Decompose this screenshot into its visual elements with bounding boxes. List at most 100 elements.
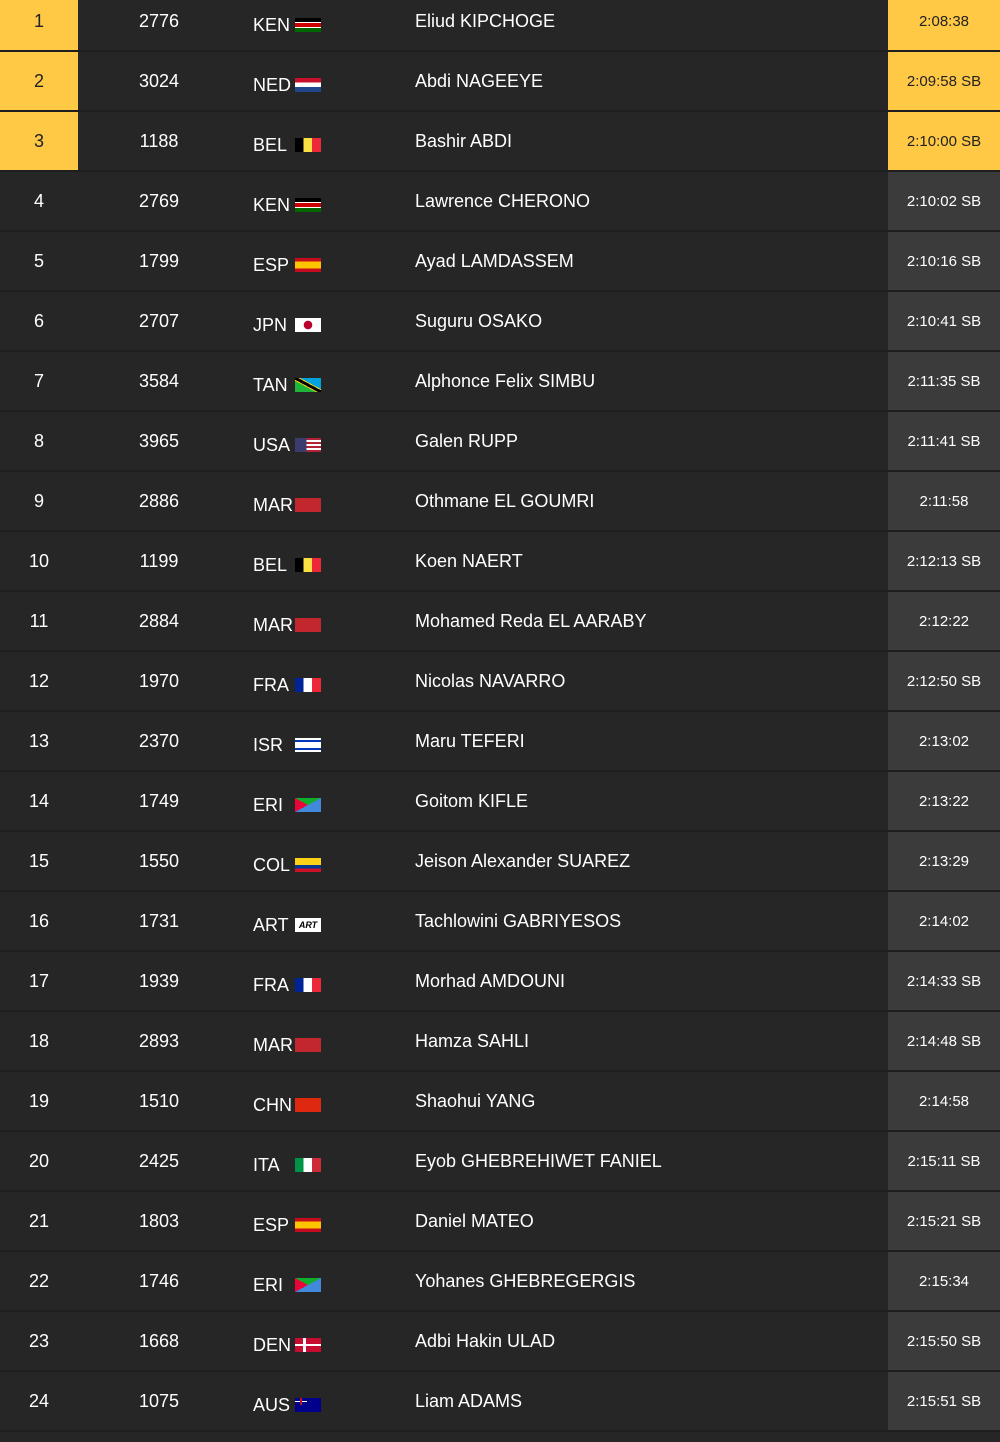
result-time: 2:13:02 [888,712,1000,770]
bib-number: 2425 [138,1150,180,1171]
flag-isr-icon [295,738,321,752]
bib-number: 1970 [138,670,180,691]
result-row[interactable]: 17 1939 FRA Morhad AMDOUNI 2:14:33 SB [0,952,1000,1012]
result-row[interactable]: 19 1510 CHN Shaohui YANG 2:14:58 [0,1072,1000,1132]
flag-chn-icon [295,1098,321,1112]
athlete-name[interactable]: Goitom KIFLE [415,790,529,811]
result-row[interactable]: 24 1075 AUS Liam ADAMS 2:15:51 SB [0,1372,1000,1432]
country-code: FRA [253,674,289,695]
country: NED [253,52,353,114]
athlete-name[interactable]: Adbi Hakin ULAD [415,1330,556,1351]
country: CHN [253,1072,353,1134]
flag-ken-icon [295,18,321,32]
result-row[interactable]: 3 1188 BEL Bashir ABDI 2:10:00 SB [0,112,1000,172]
rank: 22 [28,1270,50,1291]
country-code: ESP [253,254,290,275]
athlete-name[interactable]: Yohanes GHEBREGERGIS [415,1270,636,1291]
athlete-name[interactable]: Morhad AMDOUNI [415,970,566,991]
country-code: DEN [253,1334,292,1355]
result-time: 2:10:00 SB [888,112,1000,170]
country: COL [253,832,353,894]
flag-mar-icon [295,498,321,512]
athlete-name[interactable]: Koen NAERT [415,550,523,571]
result-time: 2:10:02 SB [888,172,1000,230]
result-row[interactable]: 9 2886 MAR Othmane EL GOUMRI 2:11:58 [0,472,1000,532]
country: ERI [253,772,353,834]
result-row[interactable]: 6 2707 JPN Suguru OSAKO 2:10:41 SB [0,292,1000,352]
country: ITA [253,1132,353,1194]
flag-aus-icon [295,1398,321,1412]
result-time: 2:15:34 [888,1252,1000,1310]
result-row[interactable]: 15 1550 COL Jeison Alexander SUAREZ 2:13:29 [0,832,1000,892]
country-code: BEL [253,554,288,575]
result-row[interactable]: 20 2425 ITA Eyob GHEBREHIWET FANIEL 2:15:11 … [0,1132,1000,1192]
athlete-name[interactable]: Nicolas NAVARRO [415,670,566,691]
athlete-name[interactable]: Alphonce Felix SIMBU [415,370,596,391]
result-time: 2:14:33 SB [888,952,1000,1010]
country: FRA [253,952,353,1014]
athlete-name[interactable]: Mohamed Reda EL AARABY [415,610,647,631]
result-row[interactable]: 14 1749 ERI Goitom KIFLE 2:13:22 [0,772,1000,832]
bib-number: 2776 [138,10,180,31]
rank: 4 [33,190,44,211]
flag-bel-icon [295,558,321,572]
rank: 17 [28,970,50,991]
athlete-name[interactable]: Liam ADAMS [415,1390,523,1411]
flag-ita-icon [295,1158,321,1172]
country: BEL [253,532,353,594]
result-row[interactable]: 4 2769 KEN Lawrence CHERONO 2:10:02 SB [0,172,1000,232]
country-code: NED [253,74,292,95]
country: TAN [253,352,353,414]
country-code: ESP [253,1214,290,1235]
result-row[interactable]: 22 1746 ERI Yohanes GHEBREGERGIS 2:15:34 [0,1252,1000,1312]
athlete-name[interactable]: Eyob GHEBREHIWET FANIEL [415,1150,662,1171]
result-row[interactable]: 7 3584 TAN Alphonce Felix SIMBU 2:11:35 SB [0,352,1000,412]
bib-number: 3584 [138,370,180,391]
flag-mar-icon [295,618,321,632]
bib-number: 2893 [138,1030,180,1051]
bib-number: 1731 [138,910,180,931]
bib-number: 1746 [138,1270,180,1291]
bib-number: 1803 [138,1210,180,1231]
athlete-name[interactable]: Lawrence CHERONO [415,190,591,211]
country: USA [253,412,353,474]
result-row[interactable]: 8 3965 USA Galen RUPP 2:11:41 SB [0,412,1000,472]
result-row[interactable]: 23 1668 DEN Adbi Hakin ULAD 2:15:50 SB [0,1312,1000,1372]
athlete-name[interactable]: Abdi NAGEEYE [415,70,544,91]
rank: 7 [33,370,44,391]
athlete-name[interactable]: Tachlowini GABRIYESOS [415,910,622,931]
flag-tan-icon [295,378,321,392]
result-row[interactable]: 5 1799 ESP Ayad LAMDASSEM 2:10:16 SB [0,232,1000,292]
athlete-name[interactable]: Eliud KIPCHOGE [415,10,556,31]
country-code: ISR [253,734,284,755]
result-row[interactable]: 13 2370 ISR Maru TEFERI 2:13:02 [0,712,1000,772]
athlete-name[interactable]: Suguru OSAKO [415,310,543,331]
result-row[interactable]: 11 2884 MAR Mohamed Reda EL AARABY 2:12:22 [0,592,1000,652]
athlete-name[interactable]: Maru TEFERI [415,730,525,751]
bib-number: 2707 [138,310,180,331]
rank: 3 [0,112,78,170]
bib-number: 3965 [138,430,180,451]
country-code: COL [253,854,291,875]
athlete-name[interactable]: Daniel MATEO [415,1210,534,1231]
country: DEN [253,1312,353,1374]
result-row[interactable]: 2 3024 NED Abdi NAGEEYE 2:09:58 SB [0,52,1000,112]
result-row[interactable]: 16 1731 ART ART Tachlowini GABRIYESOS 2:14:02 [0,892,1000,952]
athlete-name[interactable]: Jeison Alexander SUAREZ [415,850,631,871]
athlete-name[interactable]: Galen RUPP [415,430,519,451]
result-row[interactable]: 18 2893 MAR Hamza SAHLI 2:14:48 SB [0,1012,1000,1072]
country-code: ERI [253,794,284,815]
athlete-name[interactable]: Shaohui YANG [415,1090,536,1111]
athlete-name[interactable]: Othmane EL GOUMRI [415,490,595,511]
result-row[interactable]: 1 2776 KEN Eliud KIPCHOGE 2:08:38 [0,0,1000,52]
country-code: JPN [253,314,288,335]
result-row[interactable]: 10 1199 BEL Koen NAERT 2:12:13 SB [0,532,1000,592]
country: ISR [253,712,353,774]
result-time: 2:12:22 [888,592,1000,650]
result-row[interactable]: 12 1970 FRA Nicolas NAVARRO 2:12:50 SB [0,652,1000,712]
athlete-name[interactable]: Bashir ABDI [415,130,513,151]
athlete-name[interactable]: Hamza SAHLI [415,1030,530,1051]
result-row[interactable]: 21 1803 ESP Daniel MATEO 2:15:21 SB [0,1192,1000,1252]
athlete-name[interactable]: Ayad LAMDASSEM [415,250,574,271]
